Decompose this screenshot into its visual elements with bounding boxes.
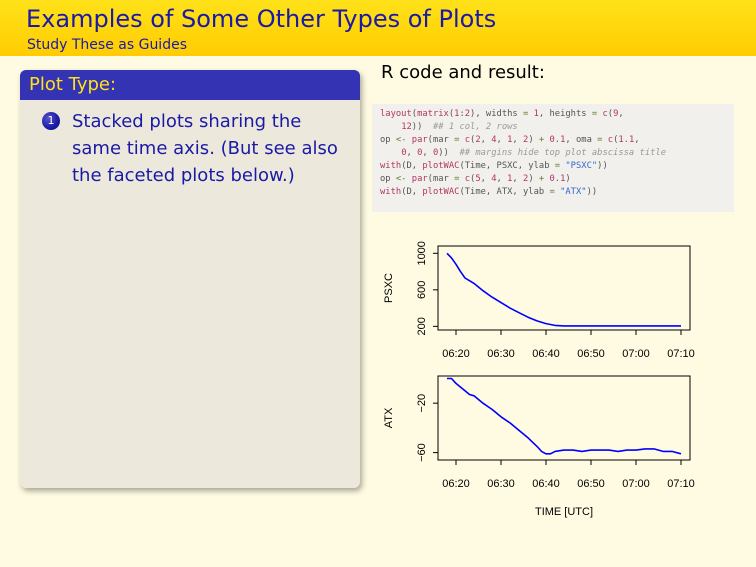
code-line: 12)) ## 1 col, 2 rows	[401, 122, 518, 132]
code-line: with(D, plotWAC(Time, ATX, ylab = "ATX")…	[380, 187, 598, 197]
y-tick-label: 1000	[416, 241, 428, 265]
code-line: layout(matrix(1:2), widths = 1, heights …	[380, 109, 624, 119]
y-tick-label: −20	[416, 394, 428, 413]
stacked-plot-figure: 06:20 06:30 06:40 06:50 07:00 07:10 200 600 1000…	[383, 241, 695, 518]
code-line: with(D, plotWAC(Time, PSXC, ylab = "PSXC…	[380, 161, 608, 171]
x-tick-label: 06:40	[532, 348, 560, 360]
atx-plot: 06:20 06:30 06:40 06:50 07:00 07:10 −60 −20 ATX T…	[383, 375, 695, 518]
x-tick-label: 06:20	[442, 348, 470, 360]
slide-header: Examples of Some Other Types of Plots St…	[0, 0, 756, 56]
x-tick-label: 07:00	[622, 478, 650, 490]
list-item-text: Stacked plots sharing the same time axis…	[72, 111, 338, 186]
plot-frame	[437, 245, 691, 331]
y-tick-label: 600	[416, 281, 428, 299]
list-item: 1 Stacked plots sharing the same time ax…	[42, 108, 352, 189]
code-listing: layout(matrix(1:2), widths = 1, heights …	[372, 104, 734, 203]
x-tick-label: 06:30	[487, 478, 515, 490]
y-tick-label: −60	[416, 443, 428, 462]
psxc-plot: 06:20 06:30 06:40 06:50 07:00 07:10 200 600 1000…	[383, 241, 695, 360]
code-line: op <- par(mar = c(2, 4, 1, 2) + 0.1, oma…	[380, 135, 640, 145]
x-tick-label: 06:50	[577, 348, 605, 360]
y-axis-label: PSXC	[383, 273, 395, 303]
code-section-title: R code and result:	[381, 62, 545, 83]
code-line: op <- par(mar = c(5, 4, 1, 2) + 0.1)	[380, 174, 571, 184]
series-line	[447, 377, 682, 455]
plot-type-block: Plot Type: 1 Stacked plots sharing the s…	[20, 70, 360, 488]
x-tick-label: 06:40	[532, 478, 560, 490]
slide-subtitle: Study These as Guides	[27, 37, 187, 53]
x-axis-label: TIME [UTC]	[535, 506, 593, 518]
x-tick-label: 07:00	[622, 348, 650, 360]
enum-number-badge: 1	[42, 112, 60, 130]
code-block: layout(matrix(1:2), widths = 1, heights …	[372, 104, 734, 212]
x-tick-label: 06:50	[577, 478, 605, 490]
x-tick-label: 06:30	[487, 348, 515, 360]
y-axis-label: ATX	[383, 407, 395, 428]
block-title: Plot Type:	[20, 70, 360, 100]
code-line: 0, 0, 0)) ## margins hide top plot absci…	[401, 148, 667, 158]
series-line	[446, 252, 681, 327]
slide-title: Examples of Some Other Types of Plots	[26, 5, 497, 33]
x-tick-label: 07:10	[667, 478, 695, 490]
y-tick-label: 200	[416, 317, 428, 335]
x-tick-label: 06:20	[442, 478, 470, 490]
x-tick-label: 07:10	[667, 348, 695, 360]
plot-frame	[437, 375, 691, 461]
